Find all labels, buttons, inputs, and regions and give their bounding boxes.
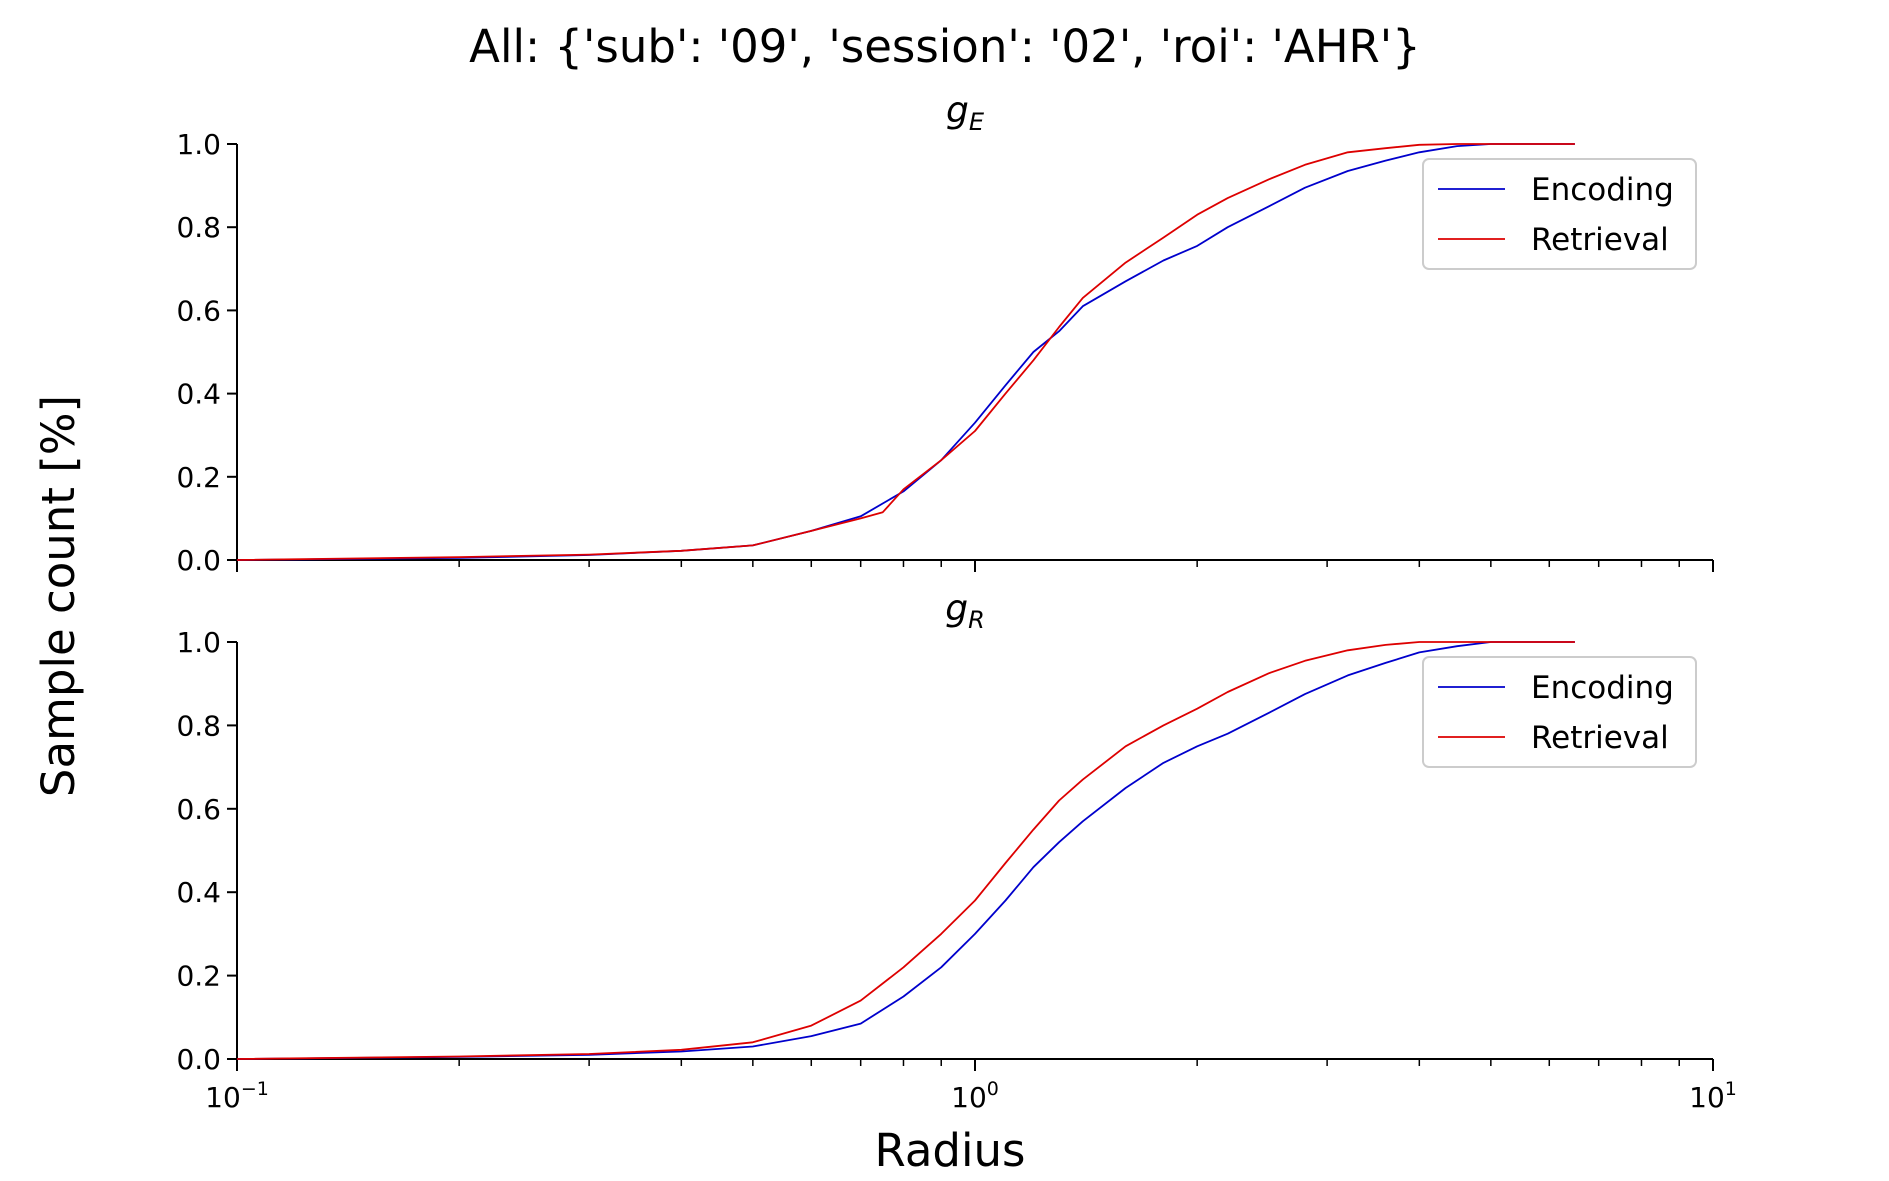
panel-2: gR0.00.20.40.60.81.010−1 100 101EncodingRe… [176, 588, 1736, 1114]
x-tick-exponent: −1 [241, 1078, 269, 1100]
x-tick-exponent: 0 [987, 1078, 999, 1100]
legend-label-retrieval: Retrieval [1531, 222, 1669, 258]
series-line-encoding [236, 143, 1575, 561]
y-tick-label: 0.2 [176, 461, 221, 494]
legend-label-retrieval: Retrieval [1531, 720, 1669, 756]
legend-label-encoding: Encoding [1531, 172, 1674, 208]
panel-title: gE [946, 90, 985, 136]
x-tick-base: 10 [951, 1081, 987, 1114]
legend-box [1422, 656, 1697, 768]
y-tick-label: 0.4 [176, 378, 221, 411]
series-line-retrieval [236, 143, 1575, 561]
x-axis-title: Radius [875, 1124, 1026, 1177]
y-tick-label: 0.8 [176, 211, 221, 244]
panel-title-subscript: R [968, 606, 985, 634]
y-tick-label: 0.2 [176, 960, 221, 993]
legend: Encoding Retrieval [1422, 656, 1697, 768]
series-line-encoding [236, 641, 1575, 1060]
panel-title-subscript: E [969, 108, 985, 136]
y-tick-label: 0.4 [176, 876, 221, 909]
panel-title-main: g [946, 90, 969, 131]
series-line-retrieval [236, 641, 1575, 1060]
panel-title-main: g [945, 588, 968, 629]
y-axis-title: Sample count [%] [32, 395, 85, 797]
y-tick-label: 1.0 [176, 128, 221, 161]
panel-title: gR [945, 588, 985, 634]
legend-box [1422, 158, 1697, 270]
x-tick-base: 10 [205, 1081, 241, 1114]
y-tick-label: 0.8 [176, 709, 221, 742]
y-tick-label: 1.0 [176, 626, 221, 659]
x-tick-base: 10 [1689, 1081, 1725, 1114]
y-tick-label: 0.6 [176, 294, 221, 327]
y-tick-label: 0.6 [176, 793, 221, 826]
x-tick-label: 10−1 [205, 1078, 269, 1114]
x-tick-label: 100 [951, 1078, 999, 1114]
legend: Encoding Retrieval [1422, 158, 1697, 270]
x-tick-exponent: 1 [1725, 1078, 1737, 1100]
legend-label-encoding: Encoding [1531, 670, 1674, 706]
y-tick-label: 0.0 [176, 544, 221, 577]
panel-1: gE 0.0 0.2 0.4 0.6 0.8 1.0 Encoding Retrieval [176, 90, 1714, 577]
x-tick-label: 101 [1689, 1078, 1737, 1114]
y-tick-label: 0.0 [176, 1043, 221, 1076]
figure-title: All: {'sub': '09', 'session': '02', 'roi… [469, 20, 1421, 73]
